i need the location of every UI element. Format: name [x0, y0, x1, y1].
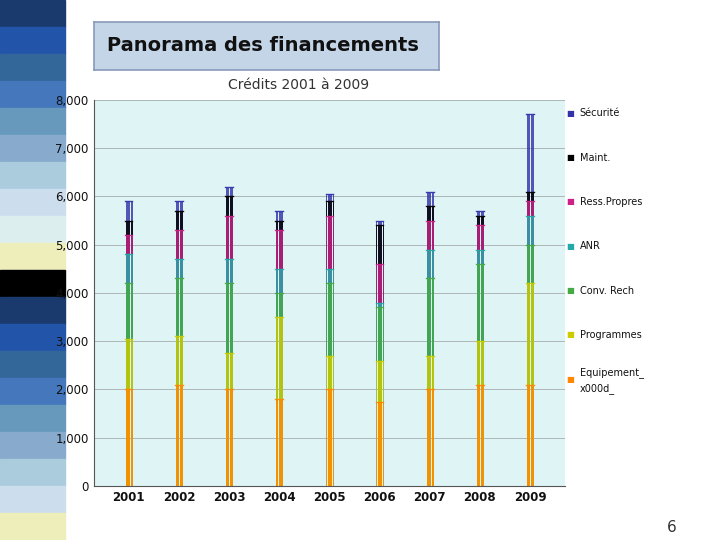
Text: Ress.Propres: Ress.Propres: [580, 197, 642, 207]
Bar: [0, 108, 65, 135]
Text: ■: ■: [566, 375, 574, 383]
Text: Equipement_: Equipement_: [580, 367, 644, 378]
Text: Panorama des financements: Panorama des financements: [107, 36, 419, 56]
Bar: [0, 216, 65, 243]
Bar: [0, 189, 65, 216]
Bar: [0, 243, 65, 270]
Bar: [0, 270, 65, 297]
Bar: [0, 405, 65, 432]
Text: Sécurité: Sécurité: [580, 109, 620, 118]
Bar: [0, 513, 65, 540]
Text: ■: ■: [566, 286, 574, 295]
Bar: [0, 81, 65, 108]
Text: ■: ■: [566, 242, 574, 251]
Bar: [0, 351, 65, 378]
Bar: [0, 0, 65, 27]
Text: ■: ■: [566, 109, 574, 118]
Text: ■: ■: [566, 330, 574, 339]
Text: Crédits 2001 à 2009: Crédits 2001 à 2009: [228, 78, 369, 92]
Bar: [0, 459, 65, 486]
Bar: [0, 54, 65, 81]
Text: Conv. Rech: Conv. Rech: [580, 286, 634, 295]
Text: x000d_: x000d_: [580, 383, 615, 394]
Bar: [0, 135, 65, 162]
Bar: [0, 162, 65, 189]
Text: Maint.: Maint.: [580, 153, 610, 163]
Bar: [0, 378, 65, 405]
Text: ANR: ANR: [580, 241, 600, 251]
Bar: [0, 27, 65, 54]
Text: ■: ■: [566, 153, 574, 162]
Text: 6: 6: [667, 520, 677, 535]
Bar: [0, 297, 65, 324]
Text: ■: ■: [566, 198, 574, 206]
Bar: [0, 432, 65, 459]
Bar: [0, 324, 65, 351]
Text: Programmes: Programmes: [580, 330, 642, 340]
Bar: [0, 486, 65, 513]
